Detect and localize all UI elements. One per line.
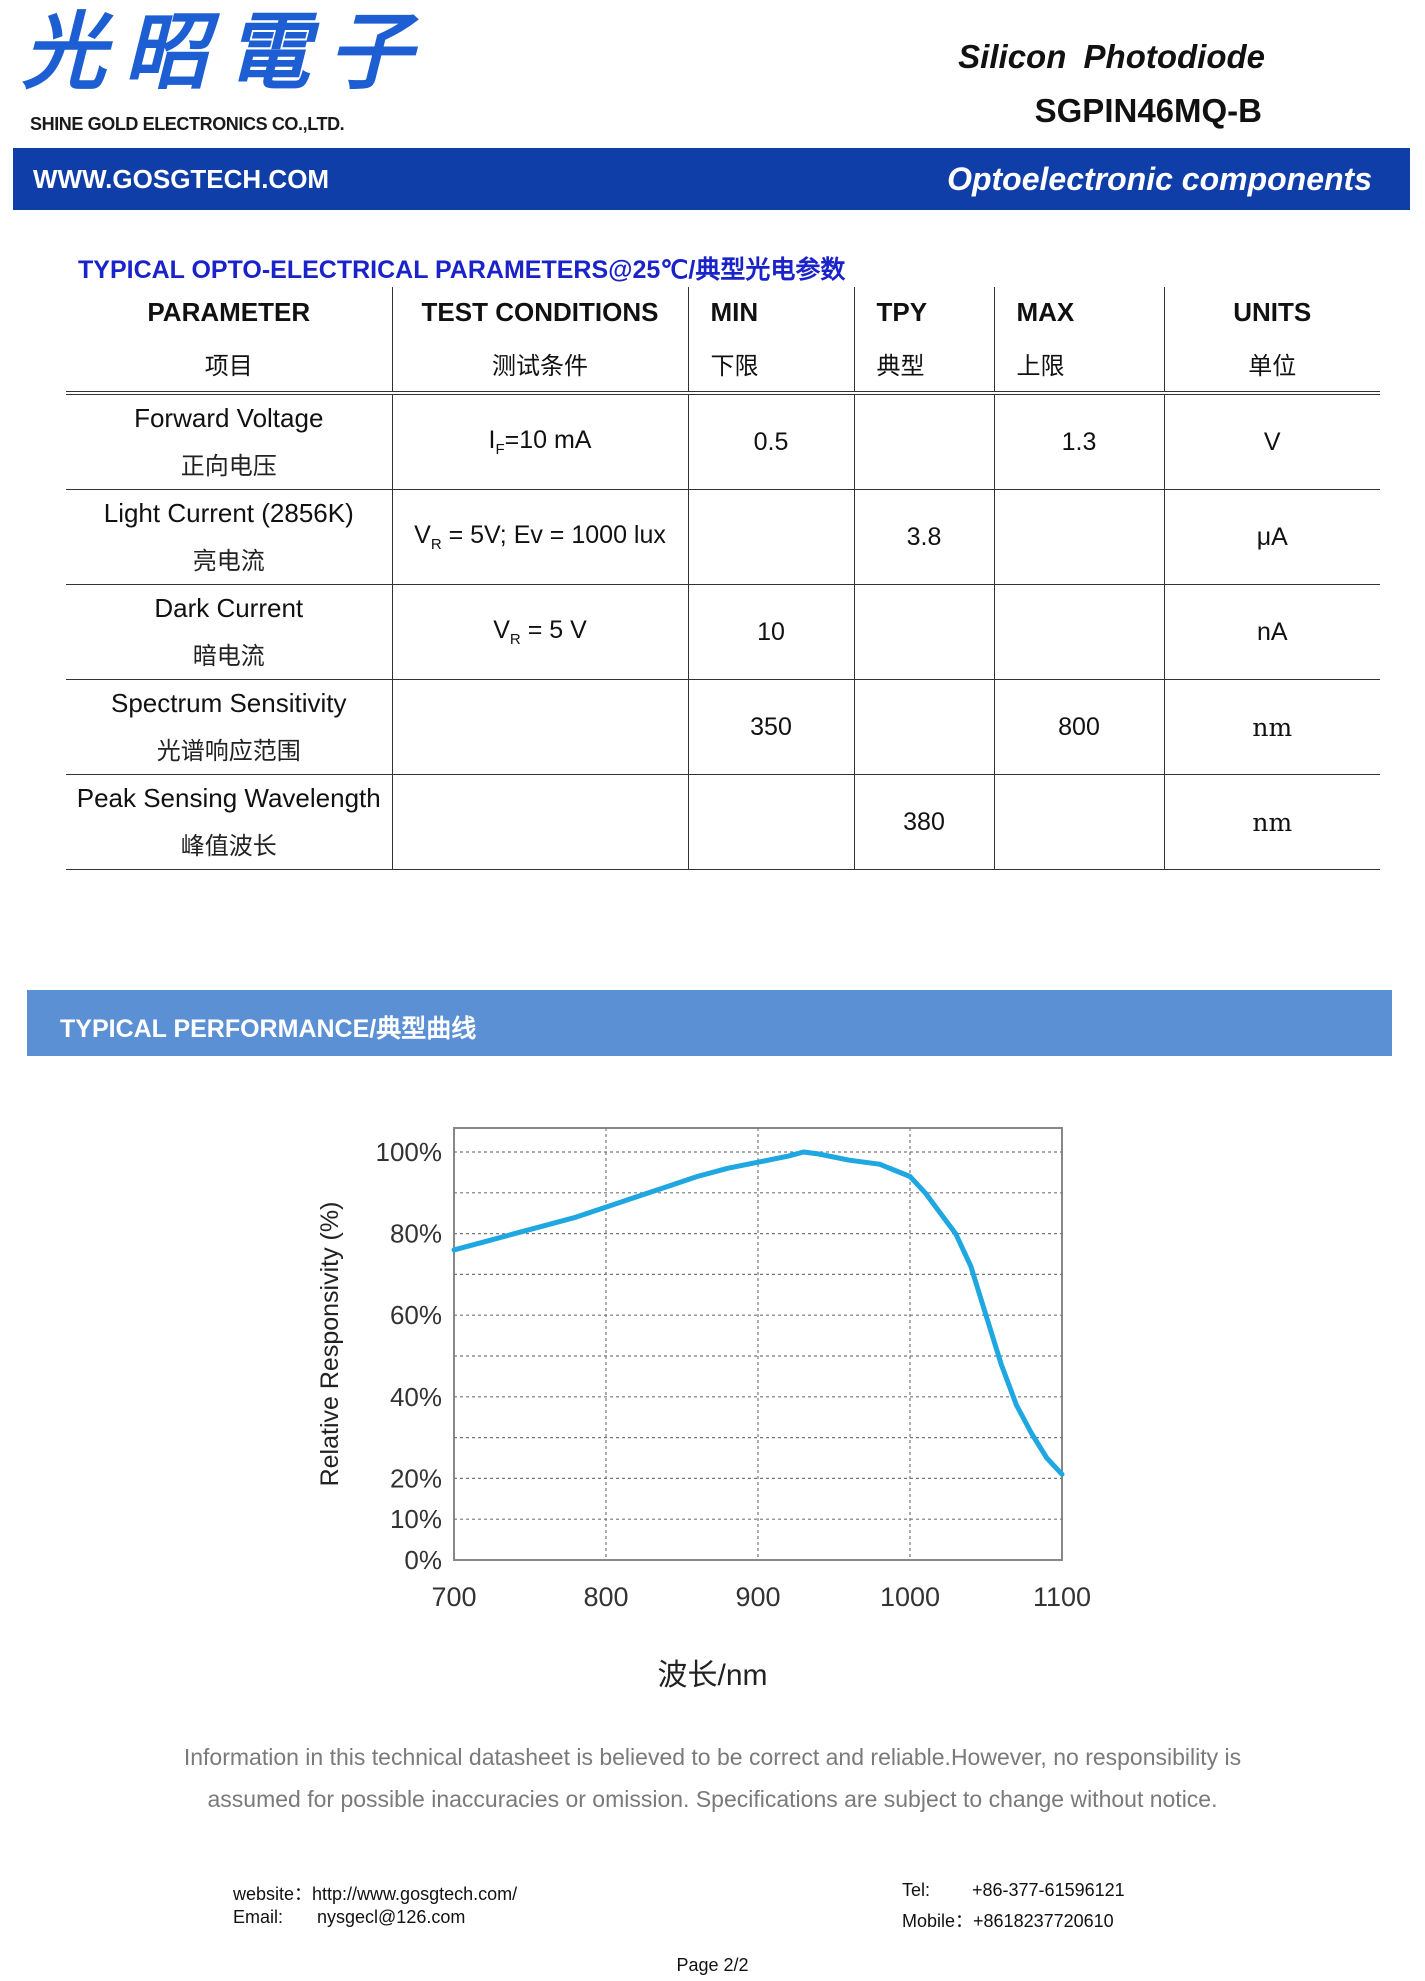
param-cell: Dark Current 暗电流 (66, 584, 392, 680)
y-tick-label: 100% (376, 1137, 443, 1167)
header-max: MAX 上限 (993, 287, 1164, 395)
typ-cell: 380 (853, 774, 994, 870)
parameters-table: PARAMETER 项目 TEST CONDITIONS 测试条件 MIN 下限 TP… (66, 287, 1380, 870)
unit-cell: nA (1163, 584, 1380, 680)
min-cell: 0.5 (687, 393, 854, 490)
footer-mobile: Mobile：+8618237720610 (902, 1911, 1114, 1931)
x-tick-label: 1000 (880, 1582, 940, 1612)
max-cell (993, 584, 1164, 680)
max-cell (993, 489, 1164, 585)
min-cell: 350 (687, 679, 854, 775)
max-cell (993, 774, 1164, 870)
condition-cell: VR = 5 V (391, 584, 688, 680)
condition-cell: IF=10 mA (391, 393, 688, 490)
x-axis-label: 波长/nm (657, 1659, 768, 1692)
typ-cell (853, 393, 994, 490)
param-cell: Peak Sensing Wavelength 峰值波长 (66, 774, 392, 870)
responsivity-line (451, 1149, 1065, 1477)
max-cell: 800 (993, 679, 1164, 775)
y-axis-label: Relative Responsivity (%) (316, 1202, 344, 1487)
footer-email-label: Email: (233, 1907, 284, 1927)
table-row: Light Current (2856K) 亮电流 VR = 5V; Ev = 1… (66, 489, 1380, 585)
typ-cell: 3.8 (853, 489, 994, 585)
banner-website[interactable]: WWW.GOSGTECH.COM (33, 164, 330, 194)
header-test-conditions: TEST CONDITIONS 测试条件 (391, 287, 688, 395)
unit-cell: V (1163, 393, 1380, 490)
param-cell: Spectrum Sensitivity 光谱响应范围 (66, 679, 392, 775)
unit-cell: nm (1163, 774, 1380, 870)
footer-tel: +86-377-61596121 (972, 1880, 1125, 1900)
document-title: Silicon Photodiode (958, 38, 1265, 75)
unit-cell: nm (1163, 679, 1380, 775)
responsivity-chart: 100% 80% 60% 40% 20% 10% 0% 700 800 900 1000 1100 R… (316, 1127, 1091, 1612)
header-typ: TPY 典型 (853, 287, 994, 395)
table-row: Spectrum Sensitivity 光谱响应范围 350 800 nm (66, 679, 1380, 775)
footer-tel-label: Tel: (902, 1880, 931, 1900)
y-tick-label: 80% (390, 1219, 442, 1249)
x-tick-label: 800 (583, 1582, 628, 1612)
typ-cell (853, 679, 994, 775)
unit-cell: μA (1163, 489, 1380, 585)
header-units: UNITS 单位 (1163, 287, 1380, 395)
header-parameter: PARAMETER 项目 (66, 287, 392, 395)
param-cell: Light Current (2856K) 亮电流 (66, 489, 392, 585)
min-cell (687, 489, 854, 585)
page-number: Page 2/2 (676, 1955, 749, 1975)
y-tick-label: 20% (390, 1463, 442, 1493)
table-header-row: PARAMETER 项目 TEST CONDITIONS 测试条件 MIN 下限 TP… (66, 287, 1380, 395)
max-cell: 1.3 (993, 393, 1164, 490)
y-tick-label: 40% (390, 1382, 442, 1412)
performance-section-bar: TYPICAL PERFORMANCE/典型曲线 (27, 990, 1392, 1056)
performance-section-title: TYPICAL PERFORMANCE/典型曲线 (60, 1015, 477, 1043)
table-row: Peak Sensing Wavelength 峰值波长 380 nm (66, 774, 1380, 870)
min-cell (687, 774, 854, 870)
x-tick-label: 1100 (1033, 1582, 1091, 1612)
table-row: Forward Voltage 正向电压 IF=10 mA 0.5 1.3 V (66, 393, 1380, 490)
y-tick-label: 10% (390, 1504, 442, 1534)
typ-cell (853, 584, 994, 680)
header-banner: WWW.GOSGTECH.COM Optoelectronic componen… (13, 148, 1410, 210)
param-cell: Forward Voltage 正向电压 (66, 393, 392, 490)
footer-website[interactable]: website：http://www.gosgtech.com/ (233, 1884, 518, 1904)
header-min: MIN 下限 (687, 287, 854, 395)
footer-email[interactable]: nysgecl@126.com (317, 1907, 466, 1927)
model-number: SGPIN46MQ-B (1034, 92, 1262, 129)
disclaimer: Information in this technical datasheet … (0, 1736, 1425, 1820)
condition-cell (391, 774, 688, 870)
min-cell: 10 (687, 584, 854, 680)
banner-tagline: Optoelectronic components (947, 161, 1372, 197)
disclaimer-line-1: Information in this technical datasheet … (183, 1744, 1242, 1770)
condition-cell: VR = 5V; Ev = 1000 lux (391, 489, 688, 585)
x-tick-label: 900 (735, 1582, 780, 1612)
parameters-section-title: TYPICAL OPTO-ELECTRICAL PARAMETERS@25℃/典… (78, 256, 846, 284)
company-logo-chinese: 光昭電子 (22, 2, 431, 101)
table-row: Dark Current 暗电流 VR = 5 V 10 nA (66, 584, 1380, 680)
company-logo-english: SHINE GOLD ELECTRONICS CO.,LTD. (30, 114, 345, 134)
x-tick-label: 700 (431, 1582, 476, 1612)
disclaimer-line-2: assumed for possible inaccuracies or omi… (207, 1786, 1218, 1812)
y-tick-label: 60% (390, 1300, 442, 1330)
condition-cell (391, 679, 688, 775)
y-tick-label: 0% (404, 1545, 442, 1575)
